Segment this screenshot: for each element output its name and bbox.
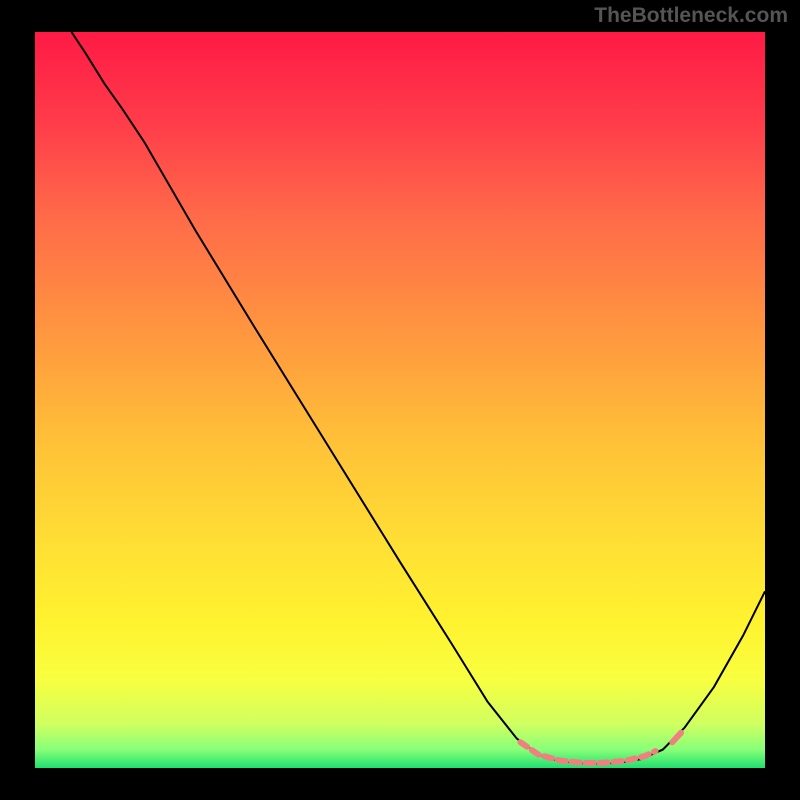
watermark-text: TheBottleneck.com (594, 4, 788, 28)
plot-area (35, 32, 765, 768)
chart-container: TheBottleneck.com (0, 0, 800, 800)
gradient-line-chart (35, 32, 765, 768)
